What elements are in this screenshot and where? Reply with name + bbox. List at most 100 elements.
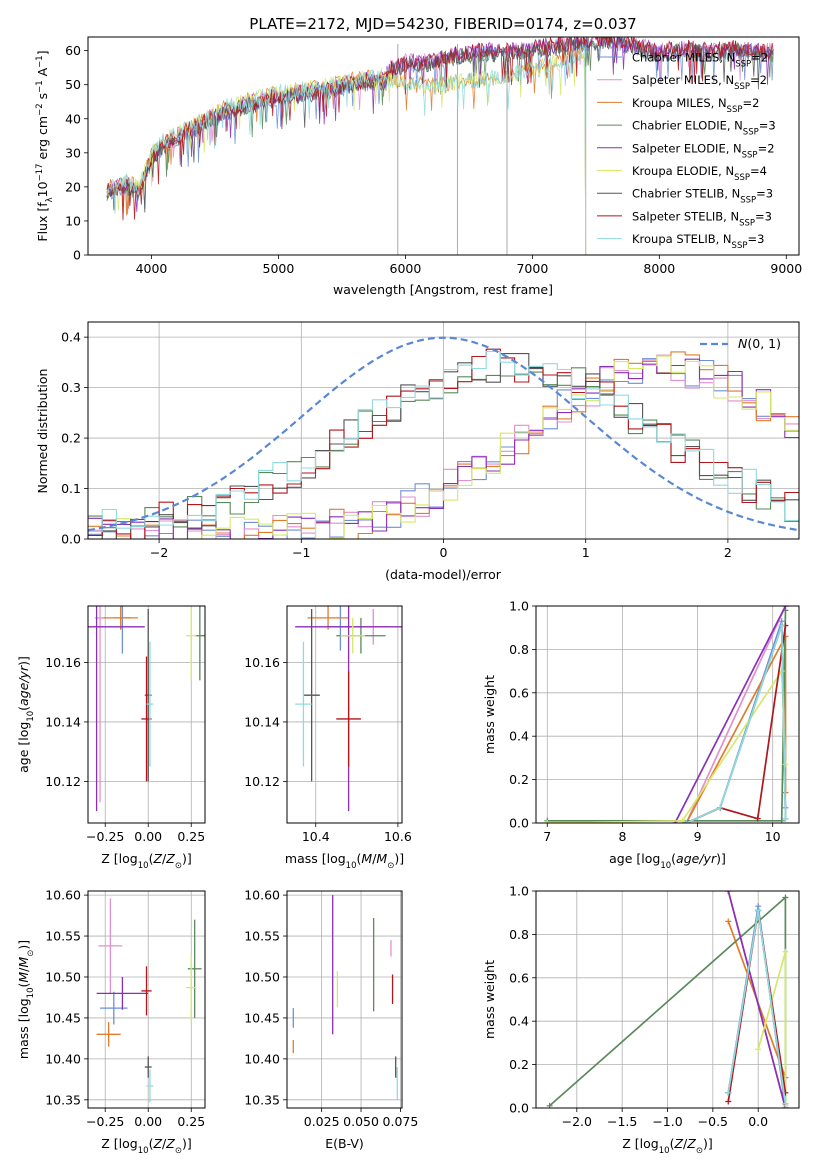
x-tick-label: 4000 — [136, 261, 168, 276]
weight-vs-age-panel: 7 8 9 10 0.0 0.2 0.4 0.6 0.8 1.0 age [log10(age/yr… — [482, 599, 800, 871]
y-axis-label: Normed distribution — [35, 369, 50, 494]
x-tick-label: 0 — [440, 545, 448, 560]
histogram-step — [88, 350, 799, 532]
spectrum-panel: 4000 5000 6000 7000 8000 9000 0 10 20 30 40 50 60 wav… — [35, 36, 802, 297]
y-tick-label: 0.6 — [509, 685, 529, 700]
y-tick-label: 10.16 — [244, 655, 280, 670]
y-tick-label: 30 — [65, 145, 81, 160]
y-tick-label: 0.1 — [61, 481, 81, 496]
weight-marker — [725, 1098, 732, 1105]
weight-line — [727, 891, 787, 1108]
x-tick-label: 10.4 — [302, 829, 330, 844]
y-tick-label: 10.40 — [45, 1051, 81, 1066]
x-axis-label: E(B-V) — [325, 1136, 364, 1151]
histogram-step — [88, 351, 799, 539]
y-tick-label: 0.4 — [61, 330, 81, 345]
weight-marker — [782, 1100, 789, 1107]
weight-marker — [544, 820, 551, 823]
weight-marker — [755, 1046, 762, 1053]
y-tick-label: 0 — [73, 248, 81, 263]
weight-line — [685, 606, 787, 823]
legend-label: Chabrier MILES, NSSP=2 — [632, 51, 768, 70]
y-tick-label: 10.16 — [45, 655, 81, 670]
x-tick-label: 0.050 — [343, 1114, 379, 1129]
y-tick-label: 50 — [65, 77, 81, 92]
y-tick-label: 0.2 — [509, 772, 529, 787]
x-axis-label: age [log10(age/yr)] — [609, 851, 726, 871]
weight-marker — [725, 918, 732, 925]
y-tick-label: 10.35 — [244, 1092, 280, 1107]
x-tick-label: 0.025 — [304, 1114, 340, 1129]
y-tick-label: 0.0 — [61, 532, 81, 547]
y-axis-label: Flux [fλ10−17 erg cm−2 s−1 A−1] — [35, 50, 55, 241]
x-tick-label: 0.25 — [177, 829, 205, 844]
y-tick-label: 10.40 — [244, 1051, 280, 1066]
y-axis-label: mass [log10(M/M⊙)] — [16, 940, 36, 1059]
y-tick-label: 0.8 — [509, 927, 529, 942]
axes-frame — [87, 605, 206, 824]
y-tick-label: 10.45 — [45, 1010, 81, 1025]
x-tick-label: −1.0 — [652, 1114, 682, 1129]
histogram-step — [88, 355, 799, 539]
y-tick-label: 1.0 — [509, 599, 529, 614]
x-tick-label: −0.5 — [698, 1114, 728, 1129]
legend-label: Salpeter ELODIE, NSSP=2 — [632, 141, 775, 160]
weight-marker — [782, 815, 789, 822]
y-tick-label: 1.0 — [509, 884, 529, 899]
weight-marker — [782, 948, 789, 955]
legend-label: Salpeter STELIB, NSSP=3 — [632, 209, 772, 228]
y-tick-label: 10.50 — [244, 969, 280, 984]
x-tick-label: 0.075 — [383, 1114, 419, 1129]
residual-panel-plot-area — [88, 322, 799, 539]
x-tick-label: 1 — [582, 545, 590, 560]
x-axis-label: Z [log10(Z/Z⊙)] — [101, 1136, 191, 1156]
weight-vs-Z-panel: −2.0 −1.5 −1.0 −0.5 0.0 0.0 0.2 0.4 0.6 0.8 1.0 Z [… — [482, 884, 800, 1156]
weight-marker — [754, 815, 761, 822]
x-axis-label: mass [log10(M/M⊙)] — [285, 851, 404, 871]
weight-marker — [782, 894, 789, 901]
weight-marker — [725, 891, 732, 894]
x-tick-label: 0.00 — [134, 829, 162, 844]
spectrum-line — [106, 37, 774, 221]
legend-label: Kroupa STELIB, NSSP=3 — [632, 232, 764, 251]
weight-marker — [683, 820, 690, 823]
gaussian-curve — [88, 336, 799, 532]
y-tick-label: 0.6 — [509, 970, 529, 985]
legend-label: Chabrier STELIB, NSSP=3 — [632, 187, 773, 206]
axes-frame — [535, 605, 800, 824]
x-tick-label: 0.0 — [748, 1114, 768, 1129]
legend-label: Chabrier ELODIE, NSSP=3 — [632, 119, 776, 138]
figure-title: PLATE=2172, MJD=54230, FIBERID=0174, z=0… — [249, 15, 636, 33]
y-tick-label: 0.4 — [509, 729, 529, 744]
x-axis-label: wavelength [Angstrom, rest frame] — [333, 282, 553, 297]
x-tick-label: 2 — [724, 545, 732, 560]
y-tick-label: 20 — [65, 179, 81, 194]
age-vs-Z-panel-plot-area — [88, 606, 205, 823]
x-tick-label: −1 — [292, 545, 310, 560]
weight-marker — [755, 907, 762, 914]
x-tick-label: 10.6 — [384, 829, 412, 844]
y-tick-label: 0.0 — [509, 1101, 529, 1116]
axes-frame — [87, 321, 800, 540]
mass-vs-ebv-panel-plot-area — [287, 891, 402, 1108]
age-vs-mass-panel-plot-area — [287, 606, 402, 823]
y-tick-label: 0.3 — [61, 380, 81, 395]
age-vs-mass-panel: 10.4 10.6 10.12 10.14 10.16 mass [log10(M/M⊙)… — [244, 605, 412, 871]
y-axis-label: mass weight — [482, 960, 497, 1039]
x-tick-label: 6000 — [390, 261, 422, 276]
legend-label: N(0, 1) — [738, 336, 781, 351]
age-vs-Z-panel: −0.25 0.00 0.25 10.12 10.14 10.16 Z [log10(Z/Z… — [16, 605, 206, 871]
axes-frame — [535, 890, 800, 1109]
histogram-step — [88, 358, 799, 539]
y-tick-label: 10 — [65, 213, 81, 228]
weight-marker — [782, 606, 789, 609]
axes-frame — [87, 36, 800, 256]
y-axis-label: age [log10(age/yr)] — [16, 656, 36, 773]
weight-marker — [725, 1089, 732, 1096]
y-tick-label: 10.14 — [244, 714, 280, 729]
legend-label: Kroupa ELODIE, NSSP=4 — [632, 164, 767, 183]
x-axis-label: (data-model)/error — [385, 567, 502, 582]
x-tick-label: 8000 — [643, 261, 675, 276]
y-tick-label: 0.4 — [509, 1014, 529, 1029]
